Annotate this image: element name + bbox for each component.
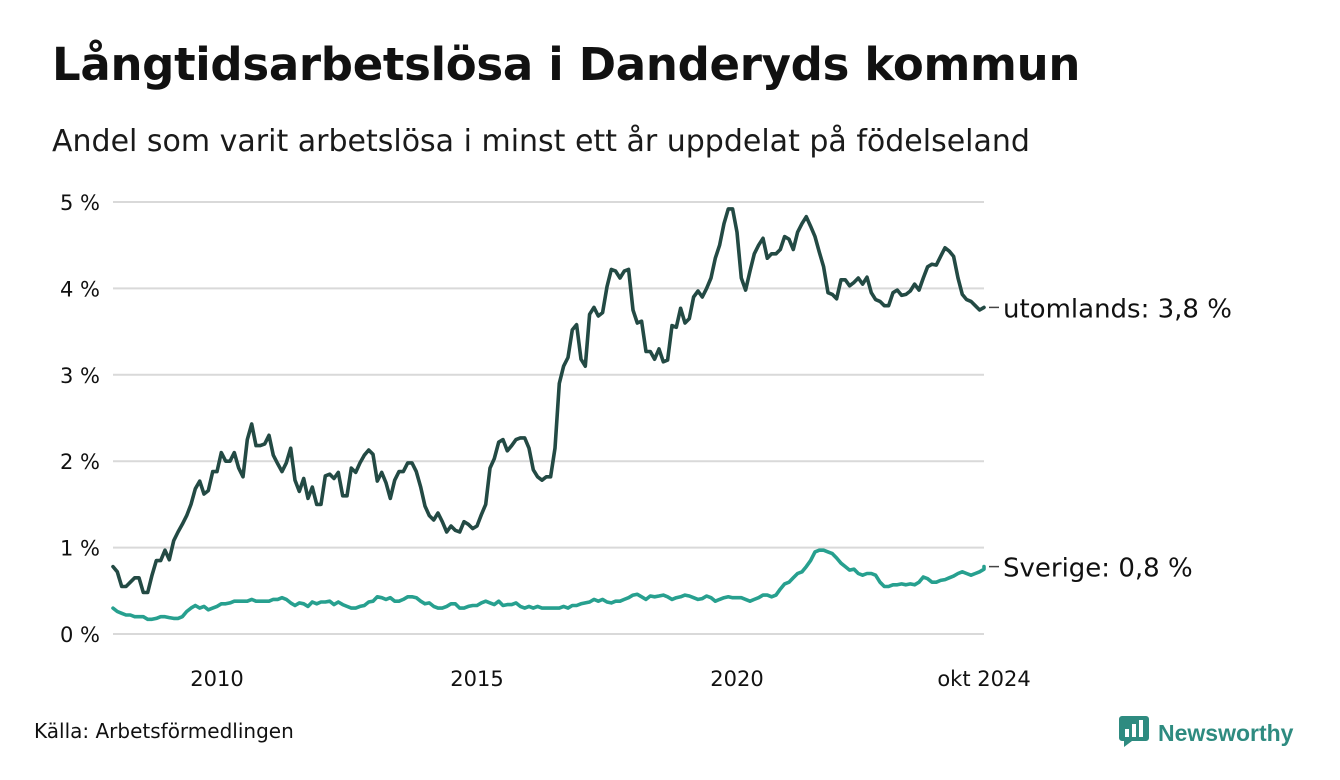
series-label-utomlands: utomlands: 3,8 % xyxy=(1003,294,1232,324)
series-line-utomlands xyxy=(111,207,986,595)
x-tick-label: 2020 xyxy=(710,667,763,691)
series-labels: utomlands: 3,8 % Sverige: 0,8 % xyxy=(989,294,1232,584)
y-tick-label: 3 % xyxy=(60,364,100,388)
x-axis-labels: 2010 2015 2020 okt 2024 xyxy=(190,667,1030,691)
series-label-sverige: Sverige: 0,8 % xyxy=(1003,554,1193,584)
chart-subtitle: Andel som varit arbetslösa i minst ett å… xyxy=(52,124,1030,159)
brand-logo[interactable]: Newsworthy xyxy=(1118,714,1293,752)
y-tick-label: 2 % xyxy=(60,450,100,474)
newsworthy-logo-icon xyxy=(1118,714,1150,752)
brand-name: Newsworthy xyxy=(1158,719,1294,746)
y-tick-label: 5 % xyxy=(60,191,100,215)
y-tick-label: 0 % xyxy=(60,623,100,647)
y-tick-label: 4 % xyxy=(60,277,100,301)
x-tick-label: 2015 xyxy=(450,667,503,691)
y-axis-labels: 0 % 1 % 2 % 3 % 4 % 5 % xyxy=(60,191,100,647)
x-tick-label: 2010 xyxy=(190,667,243,691)
x-tick-label: okt 2024 xyxy=(937,667,1030,691)
grid-lines xyxy=(113,201,984,635)
chart-title: Långtidsarbetslösa i Danderyds kommun xyxy=(52,38,1081,91)
series-lines xyxy=(111,207,986,622)
y-tick-label: 1 % xyxy=(60,537,100,561)
series-line-sverige xyxy=(111,548,986,622)
source-note: Källa: Arbetsförmedlingen xyxy=(34,719,294,743)
